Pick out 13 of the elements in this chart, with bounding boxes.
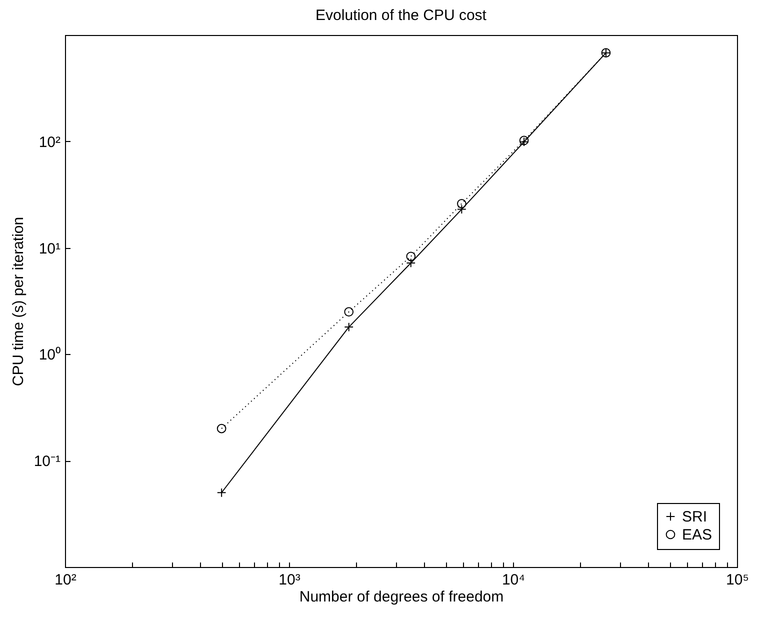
y-tick-label: 10¹ — [38, 240, 60, 258]
chart-title: Evolution of the CPU cost — [316, 7, 488, 24]
y-tick-label: 10⁻¹ — [34, 453, 60, 470]
y-tick-label: 10² — [38, 134, 60, 151]
y-tick-label: 10⁰ — [38, 346, 60, 364]
legend-label: SRI — [682, 508, 708, 526]
x-tick-label: 10³ — [278, 572, 300, 588]
x-tick-label: 10⁵ — [726, 572, 749, 588]
x-tick-label: 10² — [54, 572, 76, 588]
y-axis-title: CPU time (s) per iteration — [10, 216, 27, 386]
x-axis-title: Number of degrees of freedom — [299, 588, 504, 606]
x-tick-label: 10⁴ — [502, 572, 526, 588]
legend-label: EAS — [682, 526, 712, 544]
